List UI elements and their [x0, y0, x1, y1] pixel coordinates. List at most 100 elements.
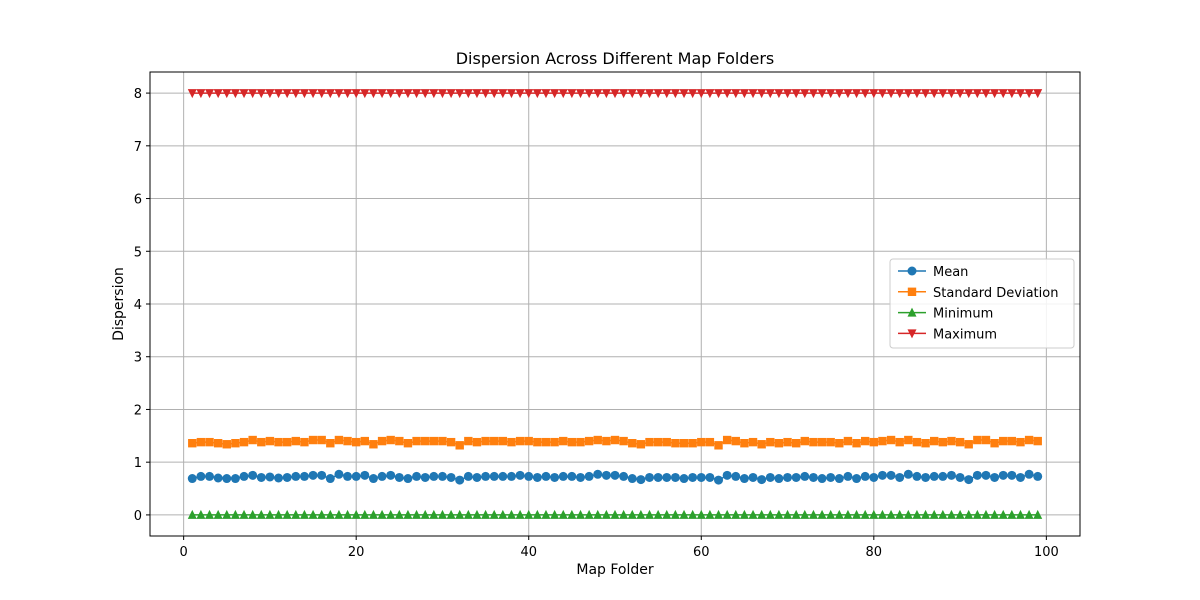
- data-point-maximum: [308, 89, 318, 99]
- data-point-mean: [645, 472, 655, 482]
- data-point-maximum: [748, 89, 758, 99]
- data-point-minimum: [662, 509, 672, 519]
- data-point-minimum: [412, 509, 422, 519]
- data-point-maximum: [265, 89, 275, 99]
- data-point-minimum: [748, 509, 758, 519]
- data-point-minimum: [972, 509, 982, 519]
- data-point-maximum: [386, 89, 396, 99]
- data-point-maximum: [601, 89, 611, 99]
- data-point-standard-deviation: [774, 439, 784, 448]
- data-point-standard-deviation: [498, 436, 508, 446]
- data-point-minimum: [429, 509, 439, 519]
- data-point-mean: [1007, 470, 1017, 480]
- data-point-standard-deviation: [748, 437, 758, 447]
- data-point-standard-deviation: [990, 439, 999, 448]
- data-point-mean: [877, 470, 887, 480]
- data-point-mean: [826, 472, 836, 482]
- data-point-maximum: [274, 89, 284, 99]
- data-point-mean: [584, 471, 594, 481]
- data-point-standard-deviation: [351, 437, 361, 447]
- data-point-standard-deviation: [731, 436, 740, 446]
- data-point-maximum: [558, 89, 568, 99]
- data-point-maximum: [196, 89, 206, 99]
- data-point-minimum: [377, 509, 387, 519]
- data-point-minimum: [437, 509, 447, 519]
- data-point-maximum: [964, 89, 974, 99]
- data-point-standard-deviation: [421, 436, 430, 446]
- data-point-standard-deviation: [576, 437, 585, 447]
- data-point-minimum: [731, 509, 741, 519]
- data-point-mean: [403, 474, 413, 484]
- data-point-mean: [360, 470, 370, 480]
- data-point-standard-deviation: [248, 435, 257, 445]
- data-point-maximum: [239, 89, 249, 99]
- data-point-standard-deviation: [490, 436, 499, 446]
- data-point-standard-deviation: [524, 436, 533, 446]
- data-point-minimum: [860, 509, 870, 519]
- data-point-maximum: [472, 89, 482, 99]
- data-point-minimum: [653, 509, 663, 519]
- data-point-standard-deviation: [817, 437, 827, 447]
- data-point-standard-deviation: [628, 439, 637, 448]
- data-point-maximum: [394, 89, 404, 99]
- data-point-mean: [463, 471, 473, 481]
- data-point-standard-deviation: [386, 435, 395, 445]
- data-point-mean: [714, 475, 724, 485]
- x-axis-label: Map Folder: [576, 562, 654, 578]
- data-point-mean: [420, 472, 430, 482]
- data-point-mean: [187, 474, 197, 484]
- data-point-maximum: [834, 89, 844, 99]
- data-point-maximum: [256, 89, 266, 99]
- data-point-mean: [636, 475, 646, 485]
- series-maximum: [187, 89, 1043, 99]
- data-point-maximum: [895, 89, 905, 99]
- data-point-maximum: [886, 89, 896, 99]
- data-point-standard-deviation: [308, 435, 318, 445]
- data-point-minimum: [886, 509, 896, 519]
- data-point-mean: [670, 472, 680, 482]
- data-point-minimum: [187, 509, 197, 519]
- data-point-minimum: [265, 509, 275, 519]
- data-point-mean: [653, 472, 663, 482]
- data-point-maximum: [783, 89, 793, 99]
- data-point-mean: [265, 472, 275, 482]
- data-point-minimum: [291, 509, 301, 519]
- data-point-minimum: [256, 509, 266, 519]
- data-point-maximum: [446, 89, 456, 99]
- data-point-minimum: [921, 509, 931, 519]
- data-point-minimum: [964, 509, 974, 519]
- data-point-standard-deviation: [852, 439, 861, 448]
- data-point-mean: [532, 472, 542, 482]
- series-minimum: [187, 509, 1043, 519]
- data-point-maximum: [990, 89, 1000, 99]
- y-tick-label: 1: [134, 456, 142, 471]
- data-point-standard-deviation: [610, 435, 620, 445]
- data-point-standard-deviation: [326, 439, 335, 448]
- data-point-minimum: [808, 509, 818, 519]
- data-point-minimum: [912, 509, 922, 519]
- data-point-minimum: [791, 509, 801, 519]
- legend-marker-maximum: [907, 329, 917, 339]
- legend-label-standard-deviation: Standard Deviation: [933, 286, 1058, 301]
- data-point-standard-deviation: [412, 436, 421, 446]
- data-point-standard-deviation: [809, 437, 818, 447]
- data-point-mean: [998, 470, 1008, 480]
- data-point-maximum: [645, 89, 655, 99]
- data-point-mean: [869, 472, 879, 482]
- data-point-standard-deviation: [343, 436, 352, 446]
- data-point-mean: [593, 469, 603, 479]
- data-point-mean: [705, 472, 715, 482]
- data-point-minimum: [368, 509, 378, 519]
- data-point-mean: [317, 470, 327, 480]
- data-point-minimum: [394, 509, 404, 519]
- data-point-minimum: [981, 509, 991, 519]
- data-point-minimum: [765, 509, 775, 519]
- series-mean: [187, 469, 1043, 485]
- data-point-maximum: [714, 89, 724, 99]
- data-point-mean: [748, 472, 758, 482]
- data-point-maximum: [437, 89, 447, 99]
- data-point-maximum: [532, 89, 542, 99]
- data-point-standard-deviation: [886, 435, 896, 445]
- data-point-mean: [291, 471, 301, 481]
- data-point-standard-deviation: [860, 436, 870, 446]
